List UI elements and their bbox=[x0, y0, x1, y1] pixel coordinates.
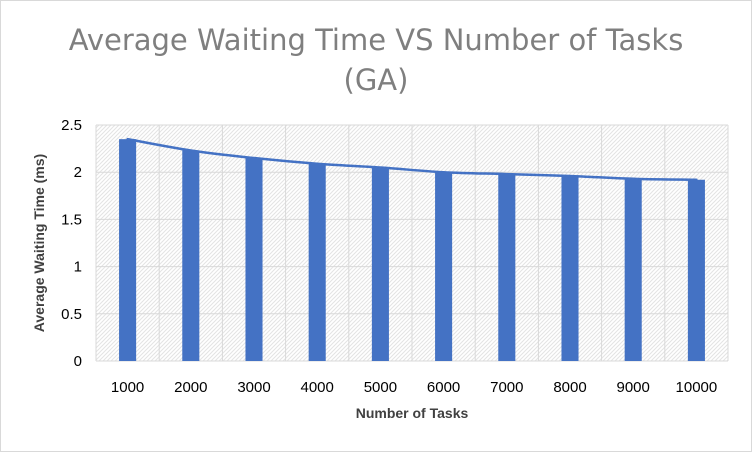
x-tick-label: 4000 bbox=[301, 379, 334, 396]
bar bbox=[435, 172, 453, 361]
x-tick-label: 1000 bbox=[111, 379, 144, 396]
bar bbox=[498, 174, 516, 361]
chart-title: Average Waiting Time VS Number of Tasks … bbox=[68, 23, 684, 97]
y-tick-label: 1 bbox=[74, 259, 82, 276]
x-tick-label: 9000 bbox=[617, 379, 650, 396]
trend-line bbox=[126, 137, 698, 182]
bar bbox=[687, 179, 705, 361]
x-tick-label: 7000 bbox=[490, 379, 523, 396]
x-axis: 1000 2000 3000 4000 5000 6000 7000 8000 9000 1000… bbox=[111, 379, 717, 396]
y-tick-label: 0.5 bbox=[61, 306, 82, 323]
x-tick-label: 6000 bbox=[427, 379, 460, 396]
y-tick-label: 2.5 bbox=[61, 117, 82, 134]
y-tick-label: 0 bbox=[74, 353, 82, 370]
bar bbox=[371, 167, 389, 361]
x-tick-label: 2000 bbox=[174, 379, 207, 396]
y-axis-title: Average Waiting Time (ms) bbox=[31, 154, 47, 332]
bar bbox=[119, 139, 137, 361]
x-tick-label: 8000 bbox=[553, 379, 586, 396]
trend-line-series bbox=[126, 137, 698, 182]
bar bbox=[624, 178, 642, 361]
x-tick-label: 10000 bbox=[676, 379, 718, 396]
y-tick-label: 1.5 bbox=[61, 211, 82, 228]
bar bbox=[561, 175, 579, 361]
y-tick-label: 2 bbox=[74, 164, 82, 181]
x-tick-label: 3000 bbox=[237, 379, 270, 396]
bar-series bbox=[119, 139, 705, 361]
bar bbox=[245, 158, 263, 361]
bar bbox=[308, 163, 326, 361]
bar bbox=[182, 150, 200, 361]
y-axis: 0 0.5 1 1.5 2 2.5 bbox=[61, 117, 82, 370]
x-tick-label: 5000 bbox=[364, 379, 397, 396]
gridlines bbox=[95, 124, 729, 362]
x-axis-title: Number of Tasks bbox=[356, 405, 469, 421]
